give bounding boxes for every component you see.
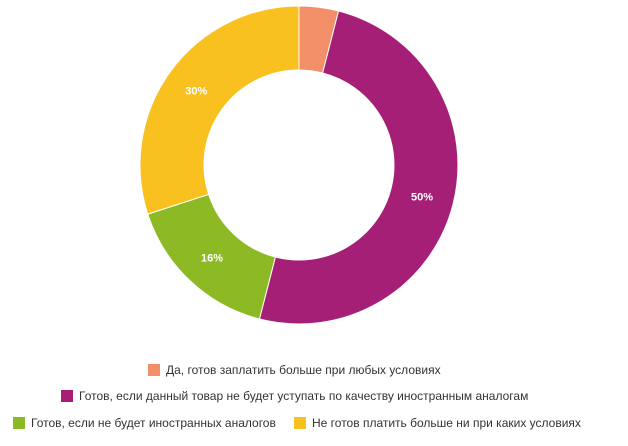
donut-chart: 50% 16% 30% [139, 5, 459, 325]
legend-swatch-4 [294, 417, 306, 429]
legend-label-2: Готов, если данный товар не будет уступа… [79, 389, 529, 403]
slice-label-2: 50% [411, 192, 433, 204]
legend-label-1: Да, готов заплатить больше при любых усл… [166, 363, 441, 377]
donut-slice-4[interactable] [139, 5, 300, 215]
slice-label-4: 30% [185, 85, 207, 97]
legend-item-3[interactable]: Готов, если не будет иностранных аналого… [13, 416, 276, 430]
legend-item-2[interactable]: Готов, если данный товар не будет уступа… [61, 389, 528, 403]
legend-swatch-3 [13, 417, 25, 429]
donut-slice-2[interactable] [258, 10, 459, 325]
legend-swatch-1 [148, 364, 160, 376]
legend-item-4[interactable]: Не готов платить больше ни при каких усл… [294, 416, 581, 430]
legend-item-1[interactable]: Да, готов заплатить больше при любых усл… [148, 363, 441, 377]
legend-label-3: Готов, если не будет иностранных аналого… [31, 416, 276, 430]
slice-label-3: 16% [201, 253, 223, 265]
legend-label-4: Не готов платить больше ни при каких усл… [312, 416, 581, 430]
legend-swatch-2 [61, 390, 73, 402]
